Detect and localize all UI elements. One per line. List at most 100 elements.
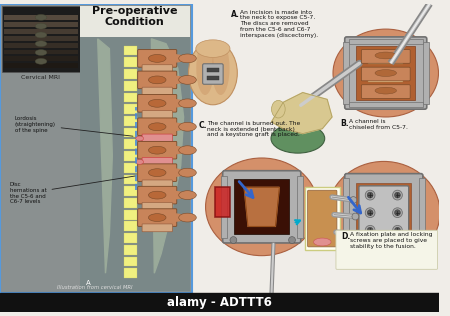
Circle shape: [354, 230, 361, 237]
Polygon shape: [174, 100, 184, 107]
FancyBboxPatch shape: [359, 186, 409, 240]
FancyBboxPatch shape: [138, 141, 177, 159]
Circle shape: [392, 190, 402, 200]
Circle shape: [230, 237, 237, 243]
Ellipse shape: [196, 41, 214, 95]
Ellipse shape: [179, 146, 196, 155]
Polygon shape: [244, 187, 279, 226]
Bar: [4, 43, 78, 48]
Bar: [124, 116, 137, 126]
FancyBboxPatch shape: [138, 71, 177, 89]
FancyBboxPatch shape: [142, 111, 172, 118]
Text: Disc
hernations at
the C5-6 and
C6-7 levels: Disc hernations at the C5-6 and C6-7 lev…: [10, 176, 135, 204]
Ellipse shape: [35, 41, 47, 47]
Bar: [305, 187, 340, 250]
Ellipse shape: [328, 161, 440, 264]
FancyBboxPatch shape: [142, 134, 172, 142]
Ellipse shape: [35, 58, 47, 64]
Bar: [4, 57, 78, 61]
Circle shape: [365, 225, 375, 235]
Bar: [124, 198, 137, 208]
Bar: [124, 93, 137, 102]
Ellipse shape: [179, 168, 196, 177]
Ellipse shape: [271, 100, 285, 118]
Bar: [124, 81, 137, 91]
Bar: [368, 60, 403, 64]
FancyBboxPatch shape: [138, 94, 177, 112]
FancyBboxPatch shape: [308, 190, 337, 247]
FancyBboxPatch shape: [138, 186, 177, 204]
Bar: [423, 42, 429, 104]
Bar: [124, 151, 137, 161]
Bar: [234, 179, 289, 234]
Ellipse shape: [333, 29, 438, 117]
Circle shape: [367, 210, 373, 216]
Ellipse shape: [314, 238, 331, 246]
Bar: [124, 186, 137, 196]
Polygon shape: [174, 76, 184, 84]
Polygon shape: [271, 93, 332, 134]
Circle shape: [392, 208, 402, 218]
FancyBboxPatch shape: [142, 224, 172, 232]
Bar: [124, 245, 137, 255]
Ellipse shape: [179, 76, 196, 84]
Text: C.: C.: [198, 121, 207, 130]
Bar: [124, 128, 137, 137]
Ellipse shape: [148, 146, 166, 154]
Ellipse shape: [136, 160, 144, 164]
FancyBboxPatch shape: [361, 67, 410, 81]
FancyBboxPatch shape: [142, 65, 172, 73]
Ellipse shape: [375, 52, 396, 59]
Bar: [356, 46, 415, 100]
Circle shape: [350, 197, 357, 204]
Bar: [124, 233, 137, 243]
Bar: [4, 36, 78, 41]
Ellipse shape: [35, 15, 47, 20]
FancyBboxPatch shape: [345, 37, 427, 109]
Text: B.: B.: [340, 119, 348, 128]
Bar: [124, 222, 137, 231]
Ellipse shape: [148, 100, 166, 107]
Ellipse shape: [148, 191, 166, 199]
Ellipse shape: [179, 99, 196, 108]
Ellipse shape: [35, 50, 47, 56]
Circle shape: [367, 192, 373, 198]
Bar: [4, 63, 78, 68]
Circle shape: [367, 227, 373, 233]
Bar: [368, 78, 403, 82]
Bar: [4, 29, 78, 34]
Bar: [4, 22, 78, 27]
Polygon shape: [174, 54, 184, 62]
Circle shape: [395, 227, 400, 233]
Polygon shape: [174, 146, 184, 154]
Ellipse shape: [35, 23, 47, 29]
Polygon shape: [174, 191, 184, 199]
FancyBboxPatch shape: [336, 230, 437, 269]
Bar: [343, 178, 349, 248]
Text: alamy - ADTTT6: alamy - ADTTT6: [167, 296, 272, 309]
Ellipse shape: [148, 214, 166, 222]
Bar: [2, 6, 80, 72]
Bar: [349, 102, 423, 107]
Circle shape: [365, 190, 375, 200]
FancyBboxPatch shape: [361, 85, 410, 98]
Bar: [419, 178, 425, 248]
Bar: [4, 15, 78, 20]
Bar: [124, 69, 137, 79]
Ellipse shape: [148, 54, 166, 62]
Polygon shape: [174, 123, 184, 131]
Bar: [0, 4, 193, 293]
Bar: [0, 293, 440, 312]
Bar: [349, 39, 423, 44]
Ellipse shape: [375, 70, 396, 76]
Circle shape: [395, 210, 400, 216]
Ellipse shape: [189, 41, 237, 105]
Ellipse shape: [148, 123, 166, 131]
Ellipse shape: [179, 122, 196, 131]
FancyBboxPatch shape: [345, 173, 423, 252]
Bar: [343, 42, 349, 104]
Circle shape: [288, 237, 295, 243]
Text: The channel is burned out. The
neck is extended (bent back)
and a keystone graft: The channel is burned out. The neck is e…: [207, 121, 300, 137]
Bar: [124, 175, 137, 184]
Polygon shape: [151, 39, 184, 273]
